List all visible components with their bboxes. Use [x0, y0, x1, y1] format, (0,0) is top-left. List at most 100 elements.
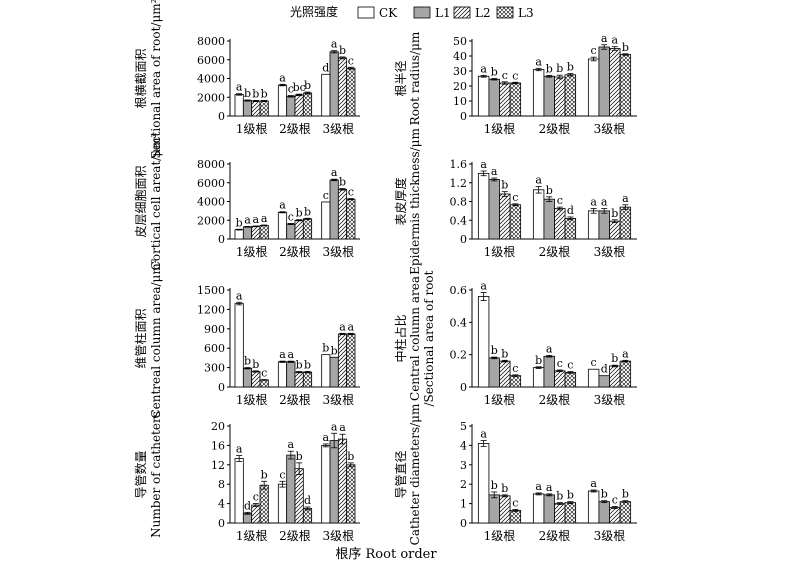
bar-l3 [619, 501, 632, 524]
y-tick-label: 1.6 [450, 158, 468, 171]
category-label: 1级根 [236, 122, 268, 136]
bar-ck [532, 69, 545, 117]
category-label: 2级根 [279, 529, 311, 543]
significance-label: b [261, 87, 268, 100]
significance-label: b [252, 358, 259, 371]
significance-label: d [322, 61, 329, 74]
y-axis-label: Epidermis thickness/μm [408, 128, 422, 275]
significance-label: c [502, 69, 508, 82]
significance-label: a [339, 421, 346, 434]
y-tick-label: 0 [218, 110, 225, 123]
y-tick-label: 0 [460, 110, 467, 123]
bar-l2 [609, 365, 621, 388]
y-tick-label: 6000 [197, 54, 225, 67]
y-tick-label: 16 [211, 439, 225, 452]
bar-l1 [329, 356, 339, 388]
significance-label: a [331, 166, 338, 179]
y-axis-label: Catheter diameters/μm [408, 403, 422, 545]
bar-l1 [598, 501, 610, 524]
bar-l2 [554, 76, 566, 117]
bar-ck [587, 368, 600, 388]
bar-l3 [259, 225, 269, 240]
y-tick-label: 2000 [197, 214, 225, 227]
bar-l3 [509, 375, 522, 388]
bar-l3 [346, 333, 356, 388]
bar-ck [321, 73, 331, 117]
bar-ck [277, 211, 288, 240]
bar-l3 [346, 198, 356, 240]
legend: 光照强度 CK L1 L2 L3 [290, 4, 534, 20]
significance-label: b [296, 450, 303, 463]
significance-label: d [601, 363, 608, 376]
y-tick-label: 0 [218, 517, 225, 530]
y-tick-label: 50 [453, 35, 467, 48]
y-tick-label: 0.8 [450, 196, 468, 209]
bar-l1 [286, 361, 296, 388]
legend-swatch-ck [357, 6, 375, 19]
significance-label: c [348, 54, 354, 67]
y-tick-label: 40 [453, 50, 467, 63]
significance-label: a [480, 158, 487, 171]
significance-label: b [252, 87, 259, 100]
y-tick-label: 6000 [197, 177, 225, 190]
y-tick-label: 0.6 [450, 284, 468, 297]
category-label: 3级根 [323, 122, 355, 136]
bar-l2 [499, 495, 511, 524]
y-tick-label: 300 [204, 362, 225, 375]
bar-l1 [286, 95, 296, 117]
bar-l1 [488, 357, 500, 388]
bar-l3 [346, 67, 356, 117]
significance-label: b [622, 488, 629, 501]
bar-l2 [251, 225, 261, 240]
significance-label: c [591, 356, 597, 369]
category-label: 3级根 [323, 529, 355, 543]
significance-label: c [512, 69, 518, 82]
y-tick-label: 0 [460, 381, 467, 394]
bar-l3 [619, 206, 632, 240]
category-label: 1级根 [236, 529, 268, 543]
legend-swatch-l2 [453, 6, 471, 19]
significance-label: a [236, 81, 243, 94]
category-label: 2级根 [539, 122, 571, 136]
category-label: 1级根 [236, 393, 268, 407]
bar-l1 [242, 512, 253, 524]
y-axis-label: Cortical cell areat/μm² [149, 132, 163, 270]
significance-label: a [546, 342, 553, 355]
significance-label: c [512, 362, 518, 375]
bar-ck [587, 490, 600, 524]
y-axis-label: Root radius/μm [408, 31, 422, 125]
significance-label: a [480, 428, 487, 441]
significance-label: b [261, 468, 268, 481]
significance-label: bc [293, 81, 306, 94]
y-tick-label: 4 [460, 439, 467, 452]
bar-l3 [564, 502, 577, 524]
category-label: 1级根 [484, 245, 516, 259]
category-label: 3级根 [323, 245, 355, 259]
category-label: 2级根 [539, 529, 571, 543]
bar-l1 [543, 494, 555, 524]
bar-l2 [499, 82, 511, 117]
y-tick-label: 12 [211, 459, 225, 472]
bar-l1 [242, 367, 253, 388]
category-label: 2级根 [539, 245, 571, 259]
bar-l1 [286, 454, 296, 524]
bar-ck [321, 444, 331, 524]
y-axis-label: 根横截面积 [134, 48, 148, 108]
significance-label: a [491, 165, 498, 178]
significance-label: d [304, 494, 311, 507]
bar-l3 [509, 509, 522, 524]
significance-label: a [535, 174, 542, 187]
bar-l2 [294, 468, 304, 524]
bar-ck [477, 75, 490, 117]
category-label: 3级根 [323, 393, 355, 407]
significance-label: b [491, 479, 498, 492]
category-label: 2级根 [279, 122, 311, 136]
bar-l1 [543, 75, 555, 117]
y-axis-label: 中柱占比 [393, 314, 408, 362]
bar-l2 [609, 507, 621, 524]
bar-l1 [242, 100, 253, 117]
significance-label: a [590, 477, 597, 490]
y-tick-label: 0 [460, 517, 467, 530]
